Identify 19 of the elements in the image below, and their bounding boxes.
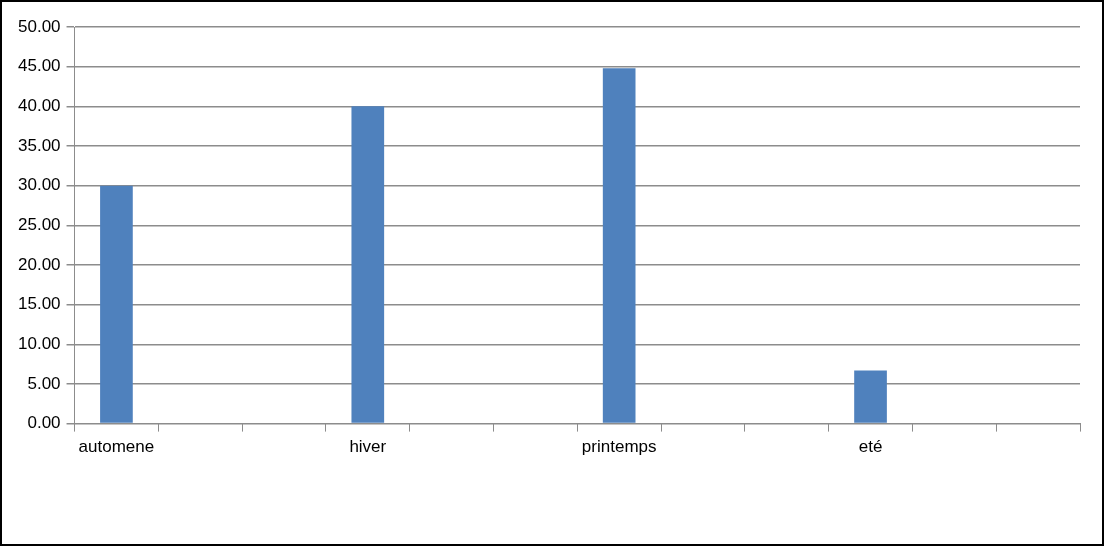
y-tick-label: 20.00 (17, 254, 61, 274)
x-tick-label: eté (858, 437, 883, 457)
y-tick-label: 25.00 (17, 214, 61, 234)
y-tick-label: 45.00 (17, 56, 61, 76)
x-tick-label: automene (78, 437, 155, 457)
bar (100, 185, 133, 423)
y-tick-label: 40.00 (17, 96, 61, 116)
x-tick-label: printemps (581, 437, 657, 457)
bar (351, 106, 385, 423)
y-tick-label: 30.00 (17, 175, 61, 195)
bar (854, 370, 887, 423)
y-tick-label: 10.00 (17, 333, 61, 353)
y-tick-label: 35.00 (17, 135, 61, 155)
y-tick-label: 0.00 (27, 413, 61, 433)
y-tick-label: 15.00 (17, 294, 61, 314)
y-tick-label: 50.00 (17, 16, 61, 36)
y-tick-label: 5.00 (27, 373, 61, 393)
x-tick-label: hiver (349, 437, 387, 457)
bar (602, 68, 636, 423)
